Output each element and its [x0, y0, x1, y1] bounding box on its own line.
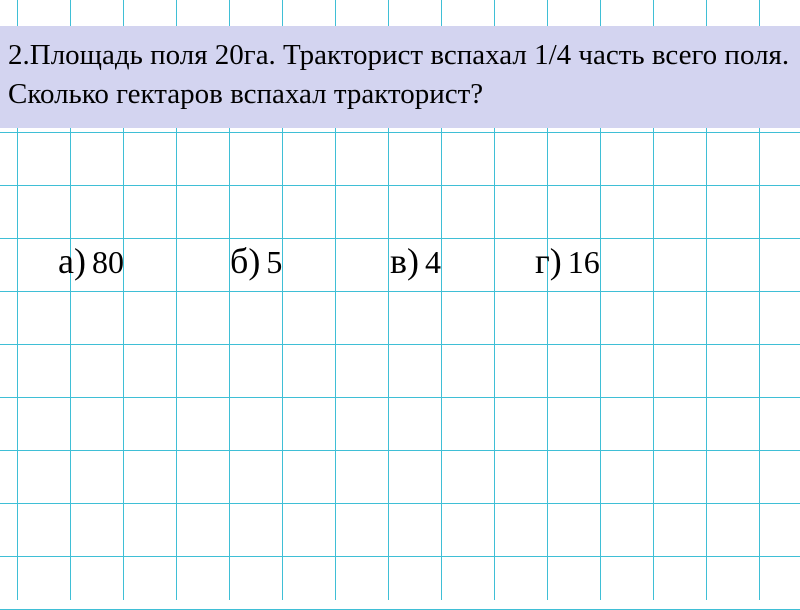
answer-option: г)16 [535, 240, 600, 282]
grid-line-horizontal [0, 185, 800, 186]
grid-line-horizontal [0, 556, 800, 557]
answer-option: б)5 [230, 240, 282, 282]
question-box: 2.Площадь поля 20га. Тракторист вспахал … [0, 26, 800, 128]
answer-value: 4 [425, 244, 441, 281]
grid-line-horizontal [0, 397, 800, 398]
grid-line-horizontal [0, 344, 800, 345]
grid-line-horizontal [0, 132, 800, 133]
grid-line-horizontal [0, 503, 800, 504]
answer-label: б) [230, 240, 260, 282]
answer-option: а)80 [58, 240, 124, 282]
answer-label: г) [535, 240, 562, 282]
answer-option: в)4 [390, 240, 441, 282]
answer-value: 16 [568, 244, 600, 281]
answer-label: а) [58, 240, 86, 282]
grid-line-horizontal [0, 291, 800, 292]
answer-value: 80 [92, 244, 124, 281]
question-text: 2.Площадь поля 20га. Тракторист вспахал … [8, 39, 789, 110]
grid-line-horizontal [0, 238, 800, 239]
answer-value: 5 [266, 244, 282, 281]
answer-label: в) [390, 240, 419, 282]
grid-line-horizontal [0, 450, 800, 451]
